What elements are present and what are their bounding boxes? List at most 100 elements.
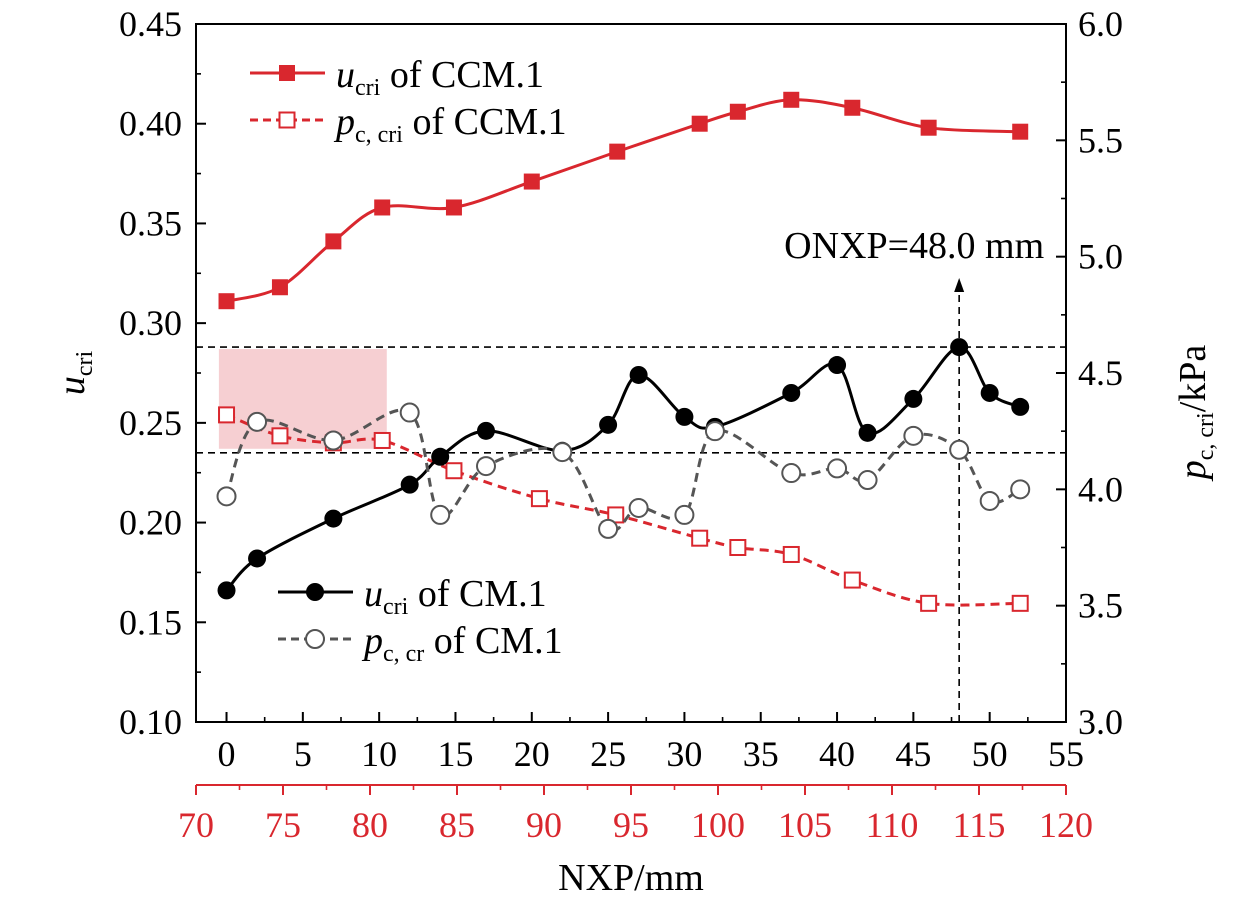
- y-left-tick-label-6: 0.40: [119, 104, 182, 144]
- x-bottom-tick-label-5: 95: [613, 805, 649, 845]
- series-3-point-9: [674, 504, 695, 525]
- x-tick-label-3: 15: [437, 734, 473, 774]
- legend-label-sub-2: cri: [383, 594, 409, 620]
- series-0-point-0: [218, 293, 235, 310]
- series-3-point-17: [1010, 479, 1031, 500]
- x-bottom-axis-title: NXP/mm: [558, 857, 704, 899]
- legend-item-0: ucri of CCM.1: [250, 54, 544, 101]
- series-1-point-0: [218, 406, 236, 424]
- y-left-tick-label-4: 0.30: [119, 303, 182, 343]
- x-bottom-tick-label-0: 70: [178, 805, 214, 845]
- series-3-point-13: [857, 470, 878, 491]
- series-0-point-12: [1012, 123, 1029, 140]
- legend-label-suffix-2: of CM.1: [408, 573, 546, 615]
- y-left-tick-label-3: 0.25: [119, 403, 182, 443]
- y-left-tick-label-2: 0.20: [119, 503, 182, 543]
- y-right-tick-label-4: 5.0: [1078, 237, 1123, 277]
- x-bottom-tick-label-8: 110: [866, 805, 919, 845]
- x-tick-label-2: 10: [361, 734, 397, 774]
- series-3-point-15: [949, 439, 970, 460]
- legend-label-sub-1: c, cri: [355, 122, 403, 148]
- series-2-point-17: [1011, 397, 1030, 416]
- series-2-point-12: [828, 356, 847, 375]
- series-1-point-10: [843, 571, 861, 589]
- x-tick-label-0: 0: [218, 734, 236, 774]
- legend-label-1: pc, cri of CCM.1: [333, 101, 567, 148]
- series-1-point-12: [1011, 594, 1029, 612]
- x-bottom-tick-label-10: 120: [1039, 805, 1093, 845]
- series-3-point-14: [903, 425, 924, 446]
- y-right-axis-title-main: p: [1172, 460, 1214, 482]
- y-left-tick-label-0: 0.10: [119, 702, 182, 742]
- series-3-point-16: [979, 490, 1000, 511]
- series-0-point-8: [729, 103, 746, 120]
- legend-label-suffix-3: of CM.1: [424, 620, 562, 662]
- series-3-point-2: [323, 430, 344, 451]
- x-bottom-tick-label-7: 105: [778, 805, 832, 845]
- shaded-region-layer: [218, 349, 387, 449]
- legend-label-main-2: u: [364, 573, 383, 615]
- series-2-point-3: [400, 475, 419, 494]
- series-2-point-14: [904, 389, 923, 408]
- x-tick-label-10: 50: [972, 734, 1008, 774]
- series-3-point-10: [704, 421, 725, 442]
- y-left-tick-label-1: 0.15: [119, 602, 182, 642]
- series-1-point-5: [530, 490, 548, 508]
- series-2-point-11: [782, 383, 801, 402]
- series-2-point-8: [629, 365, 648, 384]
- series-3-point-12: [827, 458, 848, 479]
- y-right-tick-label-3: 4.5: [1078, 353, 1123, 393]
- y-right-tick-label-2: 4.0: [1078, 469, 1123, 509]
- series-2-point-9: [675, 407, 694, 426]
- legend-marker-3: [305, 629, 325, 649]
- legend-item-1: pc, cri of CCM.1: [250, 101, 567, 148]
- series-3-point-6: [552, 442, 573, 463]
- legend-label-main-1: p: [333, 101, 355, 143]
- series-1-point-8: [729, 539, 747, 556]
- axes-layer: [195, 23, 1067, 795]
- x-tick-label-7: 35: [743, 734, 779, 774]
- y-right-tick-label-0: 3.0: [1078, 702, 1123, 742]
- x-bottom-tick-label-2: 80: [352, 805, 388, 845]
- series-1-point-7: [691, 529, 709, 547]
- series-2-point-13: [858, 423, 877, 442]
- legend-label-3: pc, cr of CM.1: [361, 620, 563, 667]
- x-bottom-tick-label-6: 100: [691, 805, 745, 845]
- series-3-point-0: [216, 486, 237, 507]
- series-3-point-5: [476, 456, 496, 477]
- y-left-axis-title-main: u: [51, 376, 93, 395]
- series-3-point-4: [430, 504, 451, 525]
- legend-label-sub-3: c, cr: [383, 641, 424, 667]
- tick-labels-layer: 0 5 10 15 20 25 30 35 40 45 50 55 70 75 80 85 90 95 100 105…: [119, 4, 1123, 845]
- series-0-point-10: [844, 99, 861, 116]
- series-3-point-8: [628, 497, 649, 518]
- x-bottom-tick-label-4: 90: [526, 805, 562, 845]
- series-3-point-3: [399, 402, 420, 423]
- series-1-point-1: [271, 427, 289, 445]
- series-2-point-2: [324, 509, 343, 528]
- legend-marker-0: [279, 65, 295, 81]
- y-right-axis-title-sub: c, cri: [1193, 412, 1219, 460]
- legend-label-suffix-0: of CCM.1: [380, 54, 544, 96]
- x-tick-label-8: 40: [819, 734, 855, 774]
- legend-label-0: ucri of CCM.1: [336, 54, 544, 101]
- annotation-arrow-head: [954, 278, 965, 292]
- series-0-point-11: [920, 119, 937, 136]
- legend-label-suffix-1: of CCM.1: [403, 101, 567, 143]
- x-tick-label-5: 25: [590, 734, 626, 774]
- series-layer: [216, 91, 1031, 612]
- series-0-point-9: [783, 91, 800, 108]
- series-0-point-5: [523, 173, 540, 190]
- legend-item-3: pc, cr of CM.1: [278, 620, 563, 667]
- shaded-region: [218, 349, 387, 449]
- annotation-label: ONXP=48.0 mm: [784, 225, 1044, 267]
- legend-label-sub-0: cri: [355, 75, 381, 101]
- series-1-point-9: [782, 545, 800, 563]
- y-right-axis-title-unit: /kPa: [1172, 345, 1214, 413]
- series-0-point-3: [374, 199, 391, 216]
- legend-label-main-0: u: [336, 54, 355, 96]
- x-tick-label-1: 5: [294, 734, 312, 774]
